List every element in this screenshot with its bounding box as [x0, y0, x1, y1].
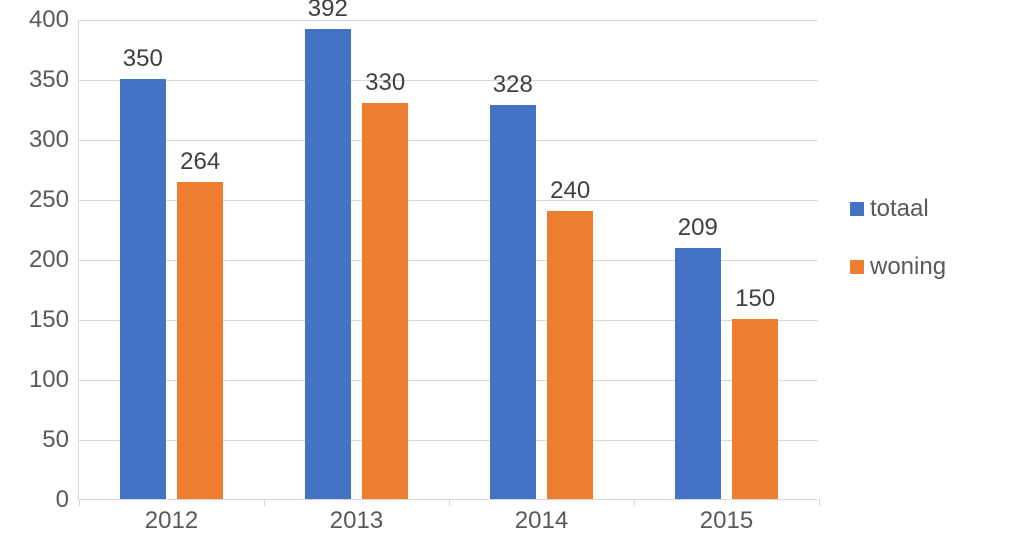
bar-totaal: 392	[305, 29, 351, 499]
bar-totaal: 350	[120, 79, 166, 499]
bar-value-label: 209	[678, 214, 718, 248]
bar-woning: 330	[362, 103, 408, 499]
legend-item-totaal: totaal	[850, 195, 946, 223]
legend-label: woning	[870, 253, 946, 281]
y-tick-label: 300	[29, 126, 79, 154]
bar-totaal: 328	[490, 105, 536, 499]
y-tick-label: 250	[29, 186, 79, 214]
gridline	[79, 140, 818, 141]
y-tick-label: 150	[29, 306, 79, 334]
bar-value-label: 240	[550, 177, 590, 211]
x-tick-label: 2015	[700, 499, 753, 535]
x-tick-label: 2014	[515, 499, 568, 535]
gridline	[79, 80, 818, 81]
bar-woning: 240	[547, 211, 593, 499]
x-tick	[79, 499, 80, 506]
bar-chart: 0501001502002503003504002012350264201339…	[0, 0, 1023, 545]
gridline	[79, 20, 818, 21]
bar-value-label: 392	[308, 0, 348, 29]
legend-label: totaal	[870, 195, 929, 223]
bar-value-label: 150	[735, 285, 775, 319]
plot-area: 0501001502002503003504002012350264201339…	[78, 20, 818, 500]
y-tick-label: 100	[29, 366, 79, 394]
y-tick-label: 400	[29, 6, 79, 34]
x-tick	[449, 499, 450, 506]
bar-woning: 150	[732, 319, 778, 499]
x-tick	[634, 499, 635, 506]
bar-value-label: 350	[123, 45, 163, 79]
y-tick-label: 0	[56, 486, 79, 514]
bar-woning: 264	[177, 182, 223, 499]
x-tick	[264, 499, 265, 506]
y-tick-label: 200	[29, 246, 79, 274]
bar-totaal: 209	[675, 248, 721, 499]
bar-value-label: 328	[493, 71, 533, 105]
legend-item-woning: woning	[850, 253, 946, 281]
y-tick-label: 50	[42, 426, 79, 454]
bar-value-label: 264	[180, 148, 220, 182]
legend-swatch	[850, 202, 864, 216]
x-tick-label: 2012	[145, 499, 198, 535]
legend-swatch	[850, 260, 864, 274]
y-tick-label: 350	[29, 66, 79, 94]
bar-value-label: 330	[365, 69, 405, 103]
x-tick	[819, 499, 820, 506]
legend: totaal woning	[850, 195, 946, 281]
x-tick-label: 2013	[330, 499, 383, 535]
